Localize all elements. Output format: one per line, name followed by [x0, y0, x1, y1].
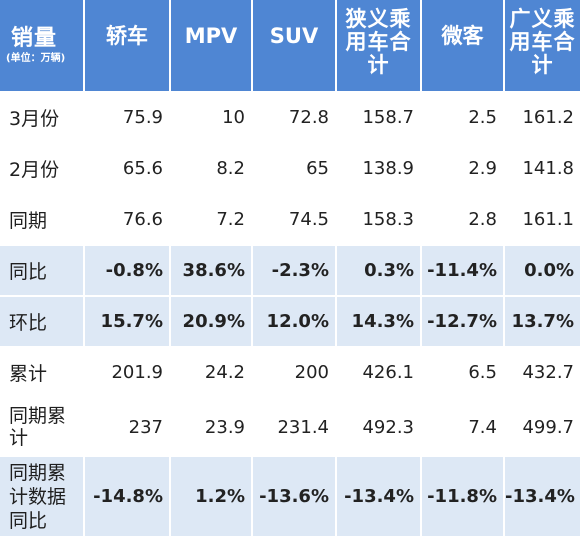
table-cell: -13.4% [336, 456, 422, 538]
table-cell: 158.3 [336, 194, 422, 246]
table-cell: 10 [170, 92, 253, 144]
table-cell: 76.6 [84, 194, 171, 246]
table-cell: 492.3 [336, 398, 422, 457]
table-row: 同期 76.6 7.2 74.5 158.3 2.8 161.1 [0, 194, 581, 246]
row-label: 累计 [0, 347, 85, 399]
column-header-broad-total: 广义乘用车合计 [504, 0, 581, 93]
row-label: 环比 [0, 296, 85, 348]
table-cell: 0.0% [504, 245, 581, 297]
column-header-label: 轿车 [106, 24, 148, 48]
table-cell: 7.4 [421, 398, 505, 457]
table-cell: -14.8% [84, 456, 171, 538]
row-label: 同期累计 [0, 398, 85, 457]
row-label: 同比 [0, 245, 85, 297]
table-cell: -2.3% [252, 245, 337, 297]
header-row: 销量 (单位：万辆) 轿车 MPV SUV 狭义乘用车合计 微客 广义乘用车合计 [0, 0, 581, 93]
unit-note: (单位：万辆) [6, 53, 66, 64]
table-cell: 426.1 [336, 347, 422, 399]
table-cell: 65 [252, 143, 337, 195]
row-label: 同期 [0, 194, 85, 246]
column-header-mpv: MPV [170, 0, 253, 93]
table-cell: 200 [252, 347, 337, 399]
column-header-label: MPV [184, 24, 238, 48]
table-cell: 237 [84, 398, 171, 457]
table-cell: 20.9% [170, 296, 253, 348]
table-cell: 15.7% [84, 296, 171, 348]
column-header-microvan: 微客 [421, 0, 505, 93]
column-header-narrow-total: 狭义乘用车合计 [336, 0, 422, 93]
column-header-suv: SUV [252, 0, 337, 93]
table-cell: 138.9 [336, 143, 422, 195]
table-row: 同期累计数据同比 -14.8% 1.2% -13.6% -13.4% -11.8… [0, 456, 581, 538]
table-cell: 0.3% [336, 245, 422, 297]
table-row: 同期累计 237 23.9 231.4 492.3 7.4 499.7 [0, 398, 581, 457]
row-label: 2月份 [0, 143, 85, 195]
table-cell: 65.6 [84, 143, 171, 195]
table-cell: 161.2 [504, 92, 581, 144]
row-label: 同期累计数据同比 [0, 456, 85, 538]
table-cell: 231.4 [252, 398, 337, 457]
table-cell: -12.7% [421, 296, 505, 348]
table-row: 3月份 75.9 10 72.8 158.7 2.5 161.2 [0, 92, 581, 144]
table-cell: 38.6% [170, 245, 253, 297]
table-row: 累计 201.9 24.2 200 426.1 6.5 432.7 [0, 347, 581, 399]
table-cell: 2.9 [421, 143, 505, 195]
table-cell: -13.6% [252, 456, 337, 538]
corner-title: 销量 [11, 26, 58, 51]
table-cell: 2.8 [421, 194, 505, 246]
table-cell: 23.9 [170, 398, 253, 457]
column-header-sedan: 轿车 [84, 0, 171, 93]
table-cell: 6.5 [421, 347, 505, 399]
table-cell: 72.8 [252, 92, 337, 144]
column-header-label: SUV [269, 24, 319, 48]
table-cell: 432.7 [504, 347, 581, 399]
table-cell: 14.3% [336, 296, 422, 348]
table-cell: 1.2% [170, 456, 253, 538]
table-cell: 24.2 [170, 347, 253, 399]
table-cell: 2.5 [421, 92, 505, 144]
table-row: 2月份 65.6 8.2 65 138.9 2.9 141.8 [0, 143, 581, 195]
table-cell: 75.9 [84, 92, 171, 144]
table-row: 同比 -0.8% 38.6% -2.3% 0.3% -11.4% 0.0% [0, 245, 581, 297]
column-header-label: 微客 [441, 24, 484, 48]
table-cell: 201.9 [84, 347, 171, 399]
column-header-label: 狭义乘用车合计 [345, 7, 412, 77]
table-cell: 12.0% [252, 296, 337, 348]
row-label: 3月份 [0, 92, 85, 144]
column-header-label: 广义乘用车合计 [509, 7, 576, 77]
table-cell: 7.2 [170, 194, 253, 246]
table-cell: 13.7% [504, 296, 581, 348]
table-cell: 158.7 [336, 92, 422, 144]
table-cell: 499.7 [504, 398, 581, 457]
table-cell: -13.4% [504, 456, 581, 538]
table-cell: 161.1 [504, 194, 581, 246]
table-row: 环比 15.7% 20.9% 12.0% 14.3% -12.7% 13.7% [0, 296, 581, 348]
table-cell: 74.5 [252, 194, 337, 246]
table-cell: 8.2 [170, 143, 253, 195]
table-cell: -11.4% [421, 245, 505, 297]
table-cell: 141.8 [504, 143, 581, 195]
header-corner-cell: 销量 (单位：万辆) [0, 0, 85, 93]
table-cell: -11.8% [421, 456, 505, 538]
table-cell: -0.8% [84, 245, 171, 297]
